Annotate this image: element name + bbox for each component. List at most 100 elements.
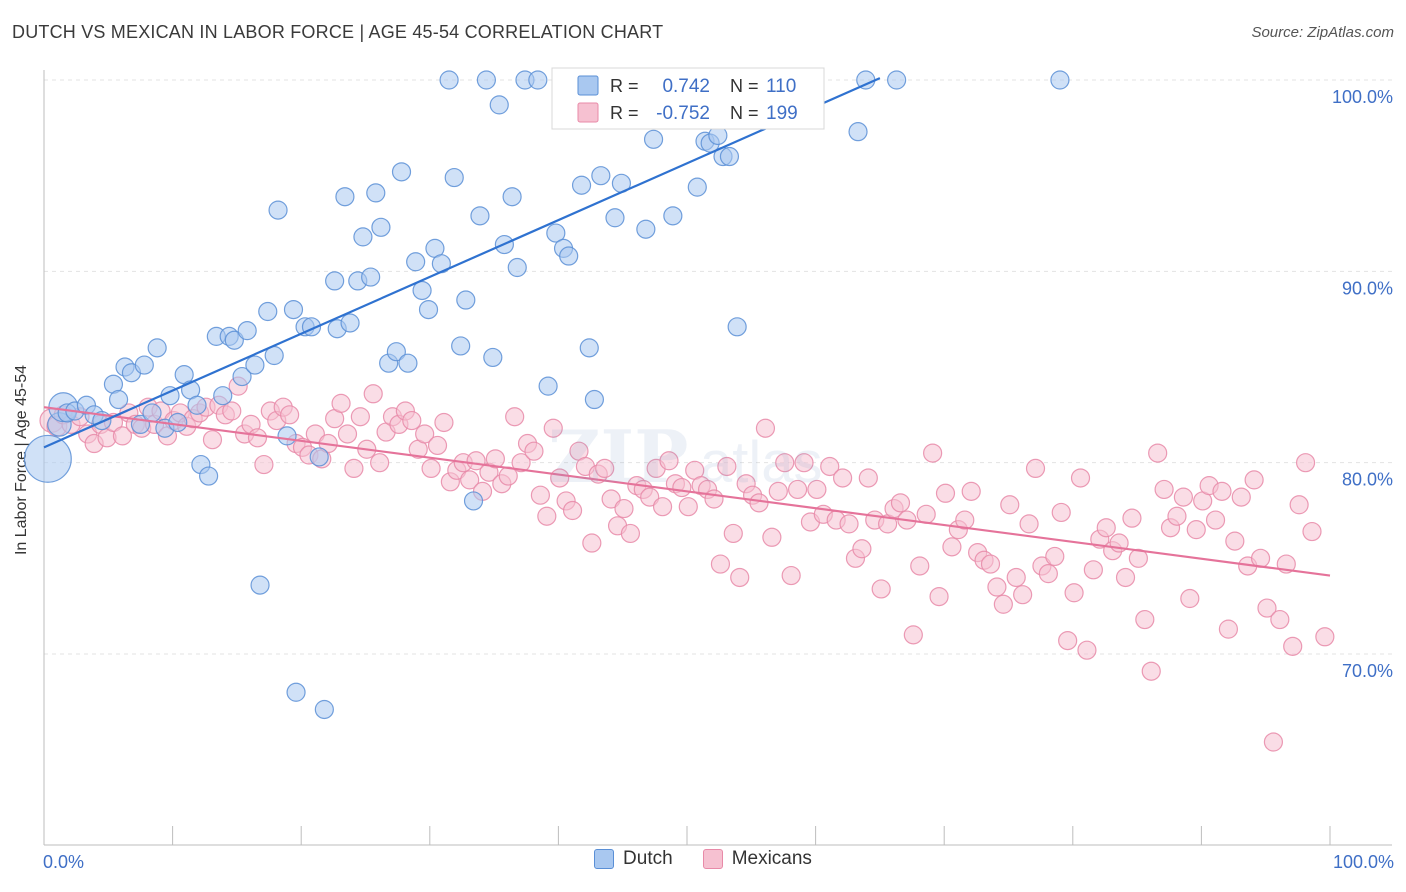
mexicans-point-126	[858, 468, 878, 488]
mexicans-point-109	[749, 493, 769, 513]
dutch-point-71	[507, 257, 527, 278]
mexicans-point-190	[1270, 609, 1290, 630]
bottom-legend-mexicans: Mexicans	[702, 848, 812, 870]
mexicans-point-60	[434, 412, 454, 433]
mexicans-point-150	[1013, 585, 1033, 605]
svg-text:atlas: atlas	[700, 430, 823, 495]
bottom-legend-dutch: Dutch	[594, 848, 673, 870]
mexicans-point-170	[1141, 661, 1161, 681]
dutch-point-32	[258, 301, 278, 322]
dutch-point-45	[340, 313, 360, 333]
mexicans-point-135	[916, 504, 936, 524]
mexicans-point-152	[1025, 458, 1046, 479]
dutch-point-57	[418, 300, 439, 320]
dutch-point-55	[406, 252, 426, 272]
dutch-point-75	[546, 223, 566, 243]
dutch-point-60	[439, 70, 459, 90]
dutch-point-27	[224, 330, 244, 350]
mexicans-point-55	[402, 410, 422, 431]
dutch-point-13	[134, 355, 154, 375]
legend-mexicans-r-label: R =	[610, 103, 639, 123]
mexicans-point-180	[1205, 510, 1226, 530]
mexicans-point-134	[910, 556, 930, 576]
mexicans-point-80	[562, 500, 583, 521]
dutch-point-92	[663, 206, 683, 226]
dutch-point-15	[147, 338, 167, 358]
dutch-point-28	[232, 366, 252, 387]
mexicans-point-110	[755, 418, 776, 438]
legend-mexicans-swatch	[577, 102, 599, 123]
mexicans-point-115	[787, 479, 808, 500]
mexicans-point-168	[1128, 548, 1148, 568]
dutch-point-64	[463, 491, 484, 511]
mexicans-point-103	[710, 554, 731, 574]
mexicans-point-172	[1154, 479, 1174, 500]
dutch-point-61	[444, 167, 464, 188]
dutch-point-30	[245, 355, 265, 375]
mexicans-point-159	[1070, 468, 1091, 488]
mexicans-point-182	[1218, 619, 1239, 639]
mexicans-point-75	[530, 485, 550, 505]
dutch-point-37	[286, 682, 306, 702]
mexicans-point-176	[1180, 588, 1200, 609]
mexicans-point-142	[961, 481, 981, 501]
mexicans-point-89	[620, 523, 641, 544]
mexicans-point-86	[601, 489, 621, 509]
dutch-point-47	[353, 227, 373, 247]
dutch-point-54	[398, 353, 418, 373]
mexicans-point-92	[640, 487, 660, 507]
y-tick-label-90: 90.0%	[1342, 278, 1393, 298]
dutch-point-73	[528, 70, 548, 90]
mexicans-legend-label: Mexicans	[731, 848, 812, 869]
mexicans-point-44	[331, 393, 351, 413]
dutch-point-67	[483, 347, 503, 368]
mexicans-point-131	[890, 493, 911, 513]
dutch-point-52	[386, 342, 406, 362]
mexicans-point-98	[678, 497, 698, 517]
mexicans-point-57	[415, 424, 435, 444]
dutch-point-31	[250, 575, 270, 595]
dutch-point-44	[335, 187, 355, 207]
mexicans-point-31	[247, 428, 268, 448]
mexicans-point-46	[344, 458, 364, 479]
mexicans-point-184	[1231, 487, 1251, 507]
dutch-point-81	[584, 389, 605, 410]
mexicans-point-106	[730, 567, 750, 588]
dutch-point-41	[314, 699, 334, 720]
dutch-point-0	[23, 434, 72, 483]
mexicans-point-161	[1083, 560, 1103, 580]
dutch-point-79	[571, 175, 592, 195]
dutch-point-108	[848, 122, 868, 142]
mexicans-point-171	[1148, 443, 1168, 463]
y-tick-label-100: 100.0%	[1332, 87, 1393, 107]
mexicans-point-145	[980, 554, 1001, 574]
mexicans-point-111	[762, 527, 782, 547]
dutch-point-82	[591, 166, 611, 186]
dutch-point-77	[559, 246, 579, 266]
mexicans-point-186	[1244, 470, 1264, 490]
mexicans-points	[39, 376, 1335, 752]
mexicans-point-83	[582, 533, 602, 553]
mexicans-point-193	[1289, 495, 1309, 515]
mexicans-point-50	[370, 453, 390, 473]
mexicans-point-68	[485, 449, 505, 469]
dutch-legend-label: Dutch	[623, 848, 673, 869]
mexicans-point-196	[1315, 627, 1335, 647]
dutch-point-68	[489, 95, 509, 115]
mexicans-point-183	[1225, 531, 1245, 551]
dutch-point-42	[325, 271, 345, 291]
dutch-point-84	[605, 208, 625, 228]
mexicans-point-169	[1135, 609, 1155, 630]
dutch-point-88	[636, 219, 656, 239]
mexicans-point-157	[1058, 631, 1078, 651]
mexicans-point-27	[222, 401, 242, 421]
mexicans-point-112	[768, 481, 788, 501]
y-tick-label-70: 70.0%	[1342, 661, 1393, 681]
dutch-point-102	[727, 317, 747, 337]
legend: R = 0.742 N = 110 R = -0.752 N = 199	[551, 67, 825, 130]
mexicans-point-137	[929, 586, 949, 607]
dutch-point-63	[456, 290, 476, 310]
dutch-point-23	[199, 466, 219, 486]
dutch-point-9	[108, 389, 129, 410]
